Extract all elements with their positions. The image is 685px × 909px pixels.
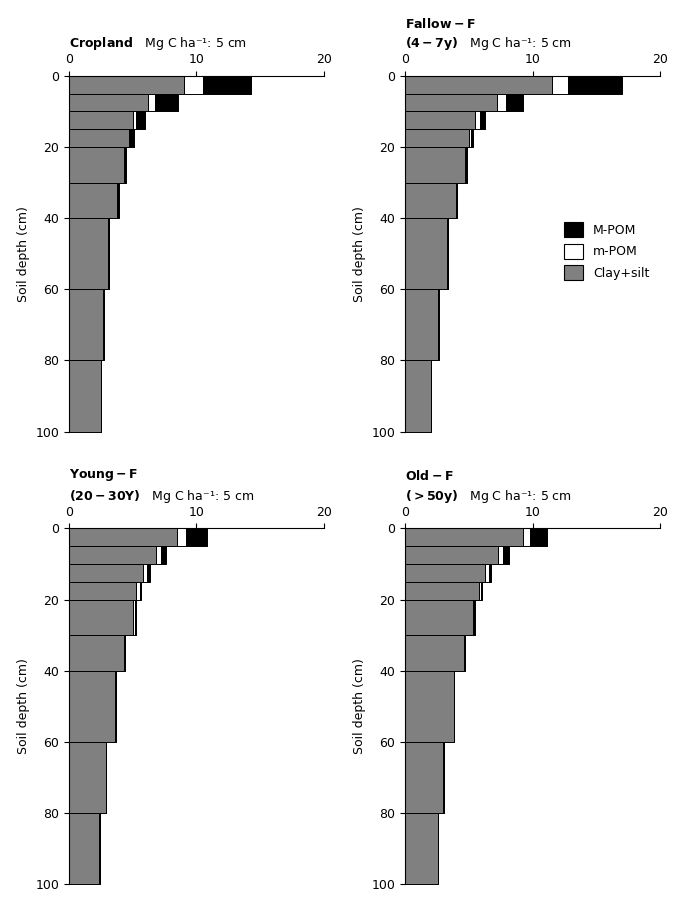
Y-axis label: Soil depth (cm): Soil depth (cm) <box>16 205 29 302</box>
Text: $\mathbf{Fallow-F}$
$\mathbf{(4-7y)}$   Mg C ha⁻¹: 5 cm: $\mathbf{Fallow-F}$ $\mathbf{(4-7y)}$ Mg… <box>405 16 572 53</box>
Text: $\mathbf{Young-F}$
$\mathbf{(20-30Y)}$   Mg C ha⁻¹: 5 cm: $\mathbf{Young-F}$ $\mathbf{(20-30Y)}$ M… <box>68 467 254 505</box>
Y-axis label: Soil depth (cm): Soil depth (cm) <box>353 658 366 754</box>
Text: $\mathbf{Old-F}$
$\mathbf{(>50y)}$   Mg C ha⁻¹: 5 cm: $\mathbf{Old-F}$ $\mathbf{(>50y)}$ Mg C … <box>405 469 572 505</box>
Y-axis label: Soil depth (cm): Soil depth (cm) <box>16 658 29 754</box>
Y-axis label: Soil depth (cm): Soil depth (cm) <box>353 205 366 302</box>
Text: $\mathbf{Cropland}$   Mg C ha⁻¹: 5 cm: $\mathbf{Cropland}$ Mg C ha⁻¹: 5 cm <box>68 35 247 53</box>
Legend: M-POM, m-POM, Clay+silt: M-POM, m-POM, Clay+silt <box>559 217 654 285</box>
